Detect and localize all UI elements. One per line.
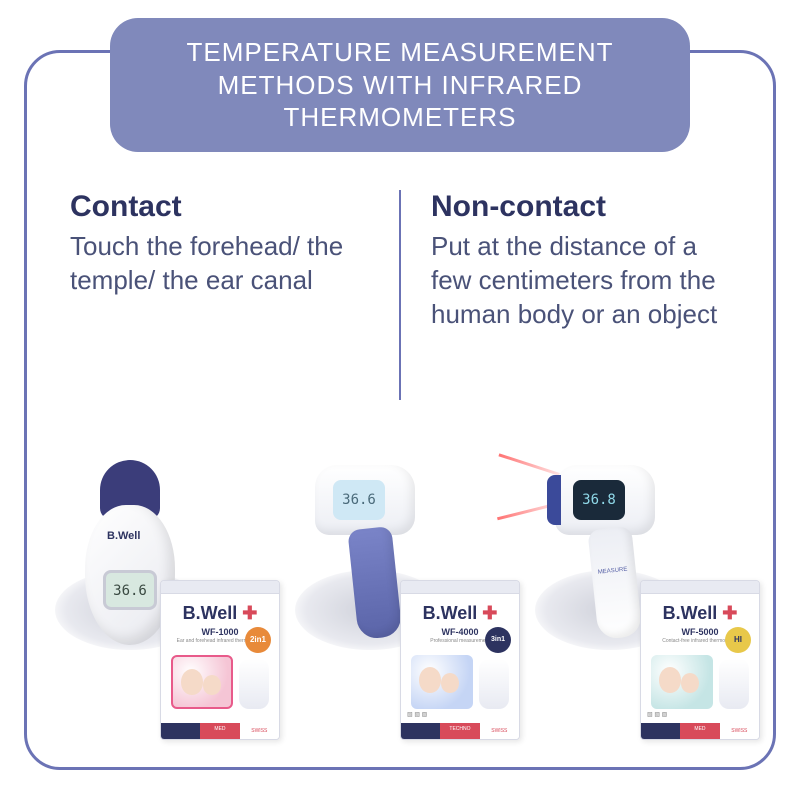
title-text: TEMPERATURE MEASUREMENT METHODS WITH INF… <box>140 36 660 134</box>
product-box-wf4000: B.Well ✚ WF-4000 Professional measuremen… <box>400 580 520 740</box>
box-badge: 3in1 <box>485 627 511 653</box>
noncontact-body: Put at the distance of a few centimeters… <box>431 230 740 331</box>
gun-handle: MEASURE <box>587 526 642 640</box>
box-photo <box>171 655 233 709</box>
products-row: B.Well 36.6 B.Well ✚ WF-1000 Ear and for… <box>40 440 760 750</box>
product-wf5000: 36.8 MEASURE B.Well ✚ WF-5000 Contact-fr… <box>525 460 755 750</box>
device-display: 36.6 <box>333 480 385 520</box>
noncontact-heading: Non-contact <box>431 190 740 224</box>
box-footer: TECHNO SWISS <box>401 723 519 739</box>
gun-handle <box>347 526 402 640</box>
product-box-wf5000: B.Well ✚ WF-5000 Contact-free infrared t… <box>640 580 760 740</box>
title-pill: TEMPERATURE MEASUREMENT METHODS WITH INF… <box>110 18 690 152</box>
box-feature-icons: ▧ ▧ ▧ <box>407 711 427 718</box>
box-mini-device-icon <box>239 659 269 709</box>
box-feature-icons: ▧ ▧ ▧ <box>647 711 667 718</box>
contact-body: Touch the forehead/ the temple/ the ear … <box>70 230 379 298</box>
product-box-wf1000: B.Well ✚ WF-1000 Ear and forehead infrar… <box>160 580 280 740</box>
column-contact: Contact Touch the forehead/ the temple/ … <box>60 190 399 400</box>
box-footer: MED SWISS <box>641 723 759 739</box>
contact-heading: Contact <box>70 190 379 224</box>
box-photo <box>411 655 473 709</box>
box-brand: B.Well ✚ <box>641 603 759 624</box>
measure-button-label: MEASURE <box>598 567 628 576</box>
device-display: 36.8 <box>573 480 625 520</box>
product-wf4000: 36.6 B.Well ✚ WF-4000 Professional measu… <box>285 460 515 750</box>
box-mini-device-icon <box>719 659 749 709</box>
box-hanger <box>640 580 760 594</box>
box-badge: HI <box>725 627 751 653</box>
product-wf1000: B.Well 36.6 B.Well ✚ WF-1000 Ear and for… <box>45 460 275 750</box>
box-photo <box>651 655 713 709</box>
columns-container: Contact Touch the forehead/ the temple/ … <box>60 190 740 400</box>
device-logo: B.Well <box>107 530 140 542</box>
box-badge: 2in1 <box>245 627 271 653</box>
device-display: 36.6 <box>103 570 157 610</box>
box-hanger <box>400 580 520 594</box>
box-brand: B.Well ✚ <box>161 603 279 624</box>
box-footer: MED SWISS <box>161 723 279 739</box>
column-noncontact: Non-contact Put at the distance of a few… <box>401 190 740 400</box>
box-mini-device-icon <box>479 659 509 709</box>
box-brand: B.Well ✚ <box>401 603 519 624</box>
box-hanger <box>160 580 280 594</box>
